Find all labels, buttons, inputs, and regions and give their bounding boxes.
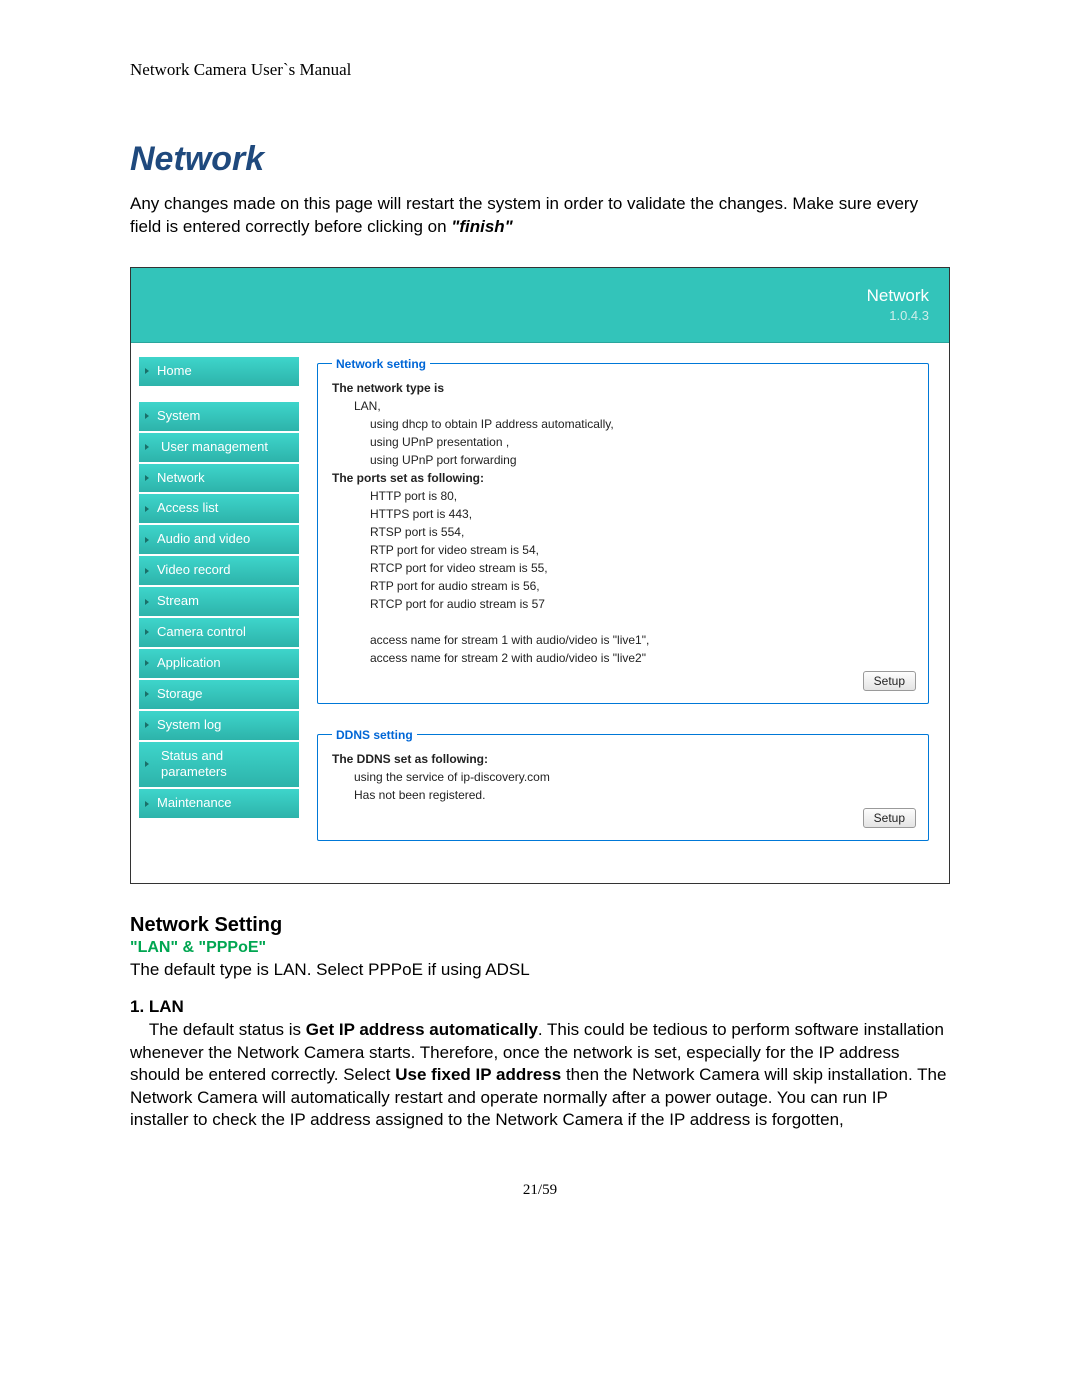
chevron-right-icon [145,568,149,574]
intro-paragraph: Any changes made on this page will resta… [130,193,950,239]
sidebar-item-camera-control[interactable]: Camera control [139,618,299,647]
chevron-right-icon [145,629,149,635]
lan-text-a: The default status is [149,1020,306,1039]
port-rtsp: RTSP port is 554, [332,523,916,541]
port-rtcp-audio: RTCP port for audio stream is 57 [332,595,916,613]
chevron-right-icon [145,444,149,450]
sidebar-item-maintenance[interactable]: Maintenance [139,789,299,818]
lan-pppoe-subheading: "LAN" & "PPPoE" [130,939,950,957]
banner-title: Network [867,286,929,306]
sidebar-item-status-parameters[interactable]: Status and parameters [139,742,299,788]
network-setting-panel: Network setting The network type is LAN,… [317,357,929,704]
network-type-heading: The network type is [332,379,916,397]
chevron-right-icon [145,660,149,666]
page-title: Network [130,140,950,179]
chevron-right-icon [145,761,149,767]
lan-text-b: Get IP address automatically [306,1020,538,1039]
chevron-right-icon [145,368,149,374]
sidebar-item-label: Access list [157,500,218,517]
sidebar: Home System User management Network Acce… [139,357,299,865]
lan-paragraph: The default status is Get IP address aut… [130,1019,950,1131]
lan-text-d: Use fixed IP address [395,1065,561,1084]
network-setup-button[interactable]: Setup [863,671,916,691]
sidebar-item-system-log[interactable]: System log [139,711,299,740]
sidebar-item-label: Application [157,655,221,672]
chevron-right-icon [145,537,149,543]
ui-screenshot-frame: Network 1.0.4.3 Home System User managem… [130,267,950,884]
sidebar-item-system[interactable]: System [139,402,299,431]
sidebar-item-label: System log [157,717,221,734]
sidebar-item-label: Network [157,470,205,487]
sidebar-item-label: Home [157,363,192,380]
chevron-right-icon [145,722,149,728]
chevron-right-icon [145,599,149,605]
banner-version: 1.0.4.3 [867,308,929,323]
ui-banner: Network 1.0.4.3 [131,268,949,343]
chevron-right-icon [145,506,149,512]
access-name-1: access name for stream 1 with audio/vide… [332,631,916,649]
sidebar-item-label: Maintenance [157,795,231,812]
network-setting-heading: Network Setting [130,914,950,937]
port-http: HTTP port is 80, [332,487,916,505]
sidebar-item-label: Camera control [157,624,246,641]
network-upnp-present: using UPnP presentation , [332,433,916,451]
port-rtp-audio: RTP port for audio stream is 56, [332,577,916,595]
port-rtcp-video: RTCP port for video stream is 55, [332,559,916,577]
chevron-right-icon [145,691,149,697]
sidebar-item-label: Audio and video [157,531,250,548]
sidebar-item-network[interactable]: Network [139,464,299,493]
network-dhcp: using dhcp to obtain IP address automati… [332,415,916,433]
document-header: Network Camera User`s Manual [130,60,950,80]
sidebar-item-label: System [157,408,200,425]
sidebar-item-user-management[interactable]: User management [139,433,299,462]
intro-text: Any changes made on this page will resta… [130,194,918,236]
panel-legend: Network setting [332,357,430,371]
sidebar-item-stream[interactable]: Stream [139,587,299,616]
sidebar-item-audio-video[interactable]: Audio and video [139,525,299,554]
ddns-setting-panel: DDNS setting The DDNS set as following: … [317,728,929,841]
sidebar-item-access-list[interactable]: Access list [139,494,299,523]
sidebar-item-application[interactable]: Application [139,649,299,678]
ddns-service: using the service of ip-discovery.com [332,768,916,786]
lan-pppoe-text: The default type is LAN. Select PPPoE if… [130,959,950,981]
content-pane: Network setting The network type is LAN,… [299,357,949,865]
port-https: HTTPS port is 443, [332,505,916,523]
ddns-heading: The DDNS set as following: [332,750,916,768]
sidebar-item-video-record[interactable]: Video record [139,556,299,585]
ddns-status: Has not been registered. [332,786,916,804]
access-name-2: access name for stream 2 with audio/vide… [332,649,916,667]
panel-legend: DDNS setting [332,728,417,742]
chevron-right-icon [145,475,149,481]
sidebar-item-label: User management [161,439,268,456]
chevron-right-icon [145,413,149,419]
sidebar-item-storage[interactable]: Storage [139,680,299,709]
chevron-right-icon [145,801,149,807]
sidebar-item-label: Stream [157,593,199,610]
sidebar-item-label: Status and parameters [161,748,291,782]
ddns-setup-button[interactable]: Setup [863,808,916,828]
sidebar-item-home[interactable]: Home [139,357,299,386]
sidebar-item-label: Video record [157,562,230,579]
page-number: 21/59 [130,1182,950,1199]
lan-heading: 1. LAN [130,997,950,1017]
intro-finish: "finish" [451,217,512,236]
ports-heading: The ports set as following: [332,469,916,487]
network-type-value: LAN, [332,397,916,415]
network-upnp-forward: using UPnP port forwarding [332,451,916,469]
sidebar-item-label: Storage [157,686,203,703]
port-rtp-video: RTP port for video stream is 54, [332,541,916,559]
